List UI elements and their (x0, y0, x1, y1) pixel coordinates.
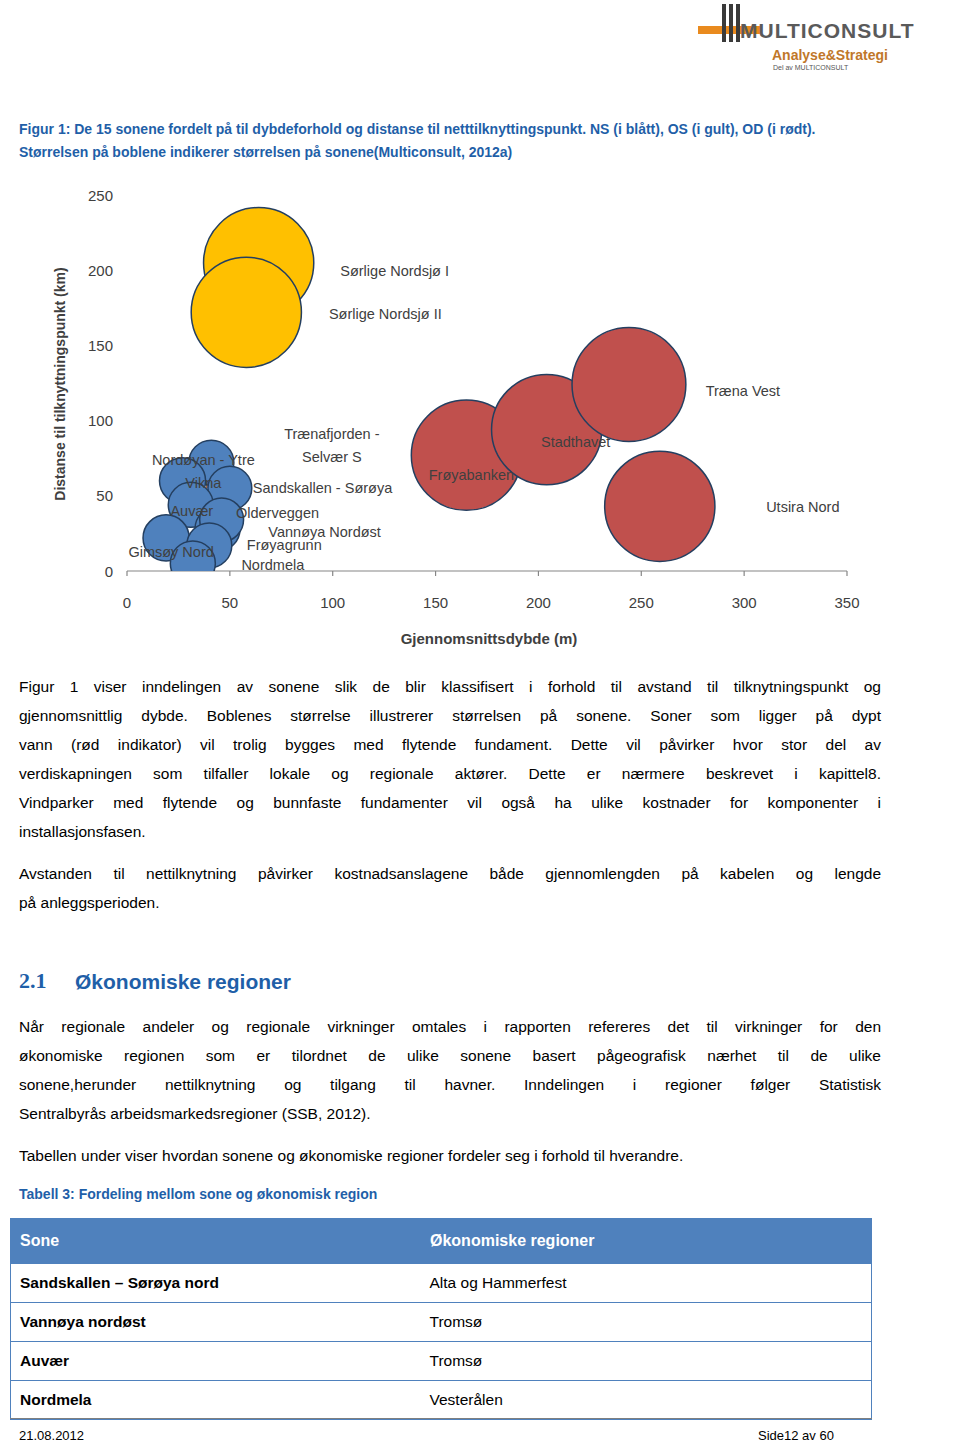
logo-brand: MULTICONSULT (740, 19, 915, 42)
paragraph-line: Figur 1 viser inndelingen av sonene slik… (19, 676, 881, 698)
bubble-label: Frøyagrunn (247, 537, 322, 553)
x-tick (538, 571, 539, 576)
page-graphics: MULTICONSULT Analyse&StrategiDel av MULTI… (0, 0, 960, 700)
bubble (572, 328, 686, 442)
x-tick-label: 200 (526, 594, 551, 611)
table-cell: Auvær (11, 1342, 421, 1381)
bubble-label: Frøyabanken (429, 467, 514, 483)
y-tick-label: 0 (105, 563, 113, 580)
chart: 0 50 100 150 200 250 0 50 100 150 200 250 300 350 Gjen… (52, 187, 860, 647)
logo-tagline: Del av MULTICONSULT (773, 64, 849, 71)
table-header-cell: Sone (11, 1219, 421, 1264)
paragraph-line: Avstanden til nettilknytning påvirker ko… (19, 863, 881, 885)
paragraph-line: vann (rød indikator) vil trolig bygges m… (19, 734, 881, 756)
x-tick-label: 250 (629, 594, 654, 611)
x-tick (229, 571, 230, 576)
x-tick-label: 350 (834, 594, 859, 611)
paragraph-line: sonene,herunder nettilknytning og tilgan… (19, 1074, 881, 1096)
table-row: Sandskallen – Sørøya nordAlta og Hammerf… (11, 1264, 872, 1303)
bubble-label: Sandskallen - Sørøya (253, 480, 393, 496)
bubble-label: Olderveggen (236, 505, 319, 521)
figure-caption: Størrelsen på boblene indikerer størrels… (19, 143, 512, 161)
bubble-label: Sørlige Nordsjø I (340, 263, 449, 279)
table: SoneØkonomiske regionerSandskallen – Sør… (10, 1218, 872, 1420)
bubble-label: Gimsøy Nord (128, 544, 213, 560)
table-row: NordmelaVesterålen (11, 1381, 872, 1420)
figure-caption: Figur 1: De 15 sonene fordelt på til dyb… (19, 120, 815, 138)
y-tick-label: 100 (88, 412, 113, 429)
y-tick-label: 200 (88, 262, 113, 279)
x-tick-label: 300 (732, 594, 757, 611)
bubble-label: Auvær (170, 503, 213, 519)
table-cell: Tromsø (421, 1303, 872, 1342)
bubble-label: Trænafjorden -Selvær S (284, 426, 380, 465)
heading-title: Økonomiske regioner (75, 968, 291, 996)
logo: MULTICONSULT Analyse&StrategiDel av MULTI… (698, 4, 915, 71)
table-header-row: SoneØkonomiske regioner (11, 1219, 872, 1264)
y-tick-label: 50 (96, 487, 113, 504)
bubble-label: Nordøyan - YtreVikna (152, 452, 255, 491)
x-tick (744, 571, 745, 576)
table-cell: Alta og Hammerfest (421, 1264, 872, 1303)
bubble (605, 451, 715, 561)
table-cell: Vannøya nordøst (11, 1303, 421, 1342)
footer-page: Side12 av 60 (758, 1428, 834, 1444)
paragraph-line: installasjonsfasen. (19, 821, 881, 843)
table-cell: Sandskallen – Sørøya nord (11, 1264, 421, 1303)
bubbles (143, 208, 715, 571)
bubble-labels: Nordøyan - YtreVikna Trænafjorden -Selvær… (128, 263, 839, 574)
bubble-label: Utsira Nord (766, 499, 839, 515)
heading-number: 2.1 (19, 967, 47, 995)
x-tick (846, 571, 847, 576)
paragraph-line: Når regionale andeler og regionale virkn… (19, 1016, 881, 1038)
paragraph-line: Vindparker med flytende og bunnfaste fun… (19, 792, 881, 814)
table-row: Vannøya nordøstTromsø (11, 1303, 872, 1342)
bubble-label: Stadthavet (541, 434, 610, 450)
table-cell: Vesterålen (421, 1381, 872, 1420)
logo-bar (729, 4, 733, 42)
paragraph-line: Sentralbyrås arbeidsmarkedsregioner (SSB… (19, 1103, 881, 1125)
x-axis (127, 570, 847, 571)
table-cell: Nordmela (11, 1381, 421, 1420)
logo-division: Analyse&Strategi (772, 47, 888, 63)
paragraph-line: Tabellen under viser hvordan sonene og ø… (19, 1145, 881, 1167)
paragraph-line: på anleggsperioden. (19, 892, 881, 914)
bubble-label: Nordmela (241, 557, 305, 573)
table-row: AuværTromsø (11, 1342, 872, 1381)
x-tick (332, 571, 333, 576)
paragraph-line: økonomiske regionen som er tilordnet de … (19, 1045, 881, 1067)
paragraph-line: verdiskapningen som tilfaller lokale og … (19, 763, 881, 785)
y-tick-label: 150 (88, 337, 113, 354)
x-tick-label: 150 (423, 594, 448, 611)
table-header-cell: Økonomiske regioner (421, 1219, 872, 1264)
bubble (191, 257, 301, 367)
paragraph-line: gjennomsnittlig dybde. Boblenes størrels… (19, 705, 881, 727)
x-tick (435, 571, 436, 576)
y-axis-title: Distanse til tilknyttningspunkt (km) (52, 267, 68, 500)
x-tick (126, 571, 127, 576)
bubble-label: Træna Vest (706, 383, 780, 399)
x-tick-label: 0 (123, 594, 131, 611)
x-tick-label: 100 (320, 594, 345, 611)
y-tick-label: 250 (88, 187, 113, 204)
footer-date: 21.08.2012 (19, 1428, 84, 1444)
x-tick (641, 571, 642, 576)
x-axis-title: Gjennomsnittsdybde (m) (401, 630, 578, 647)
bubble-label: Sørlige Nordsjø II (329, 306, 442, 322)
logo-bar (722, 4, 726, 42)
table-cell: Tromsø (421, 1342, 872, 1381)
footer-rule (10, 1418, 872, 1419)
table-caption: Tabell 3: Fordeling mellom sone og økono… (19, 1185, 377, 1203)
x-tick-label: 50 (222, 594, 239, 611)
